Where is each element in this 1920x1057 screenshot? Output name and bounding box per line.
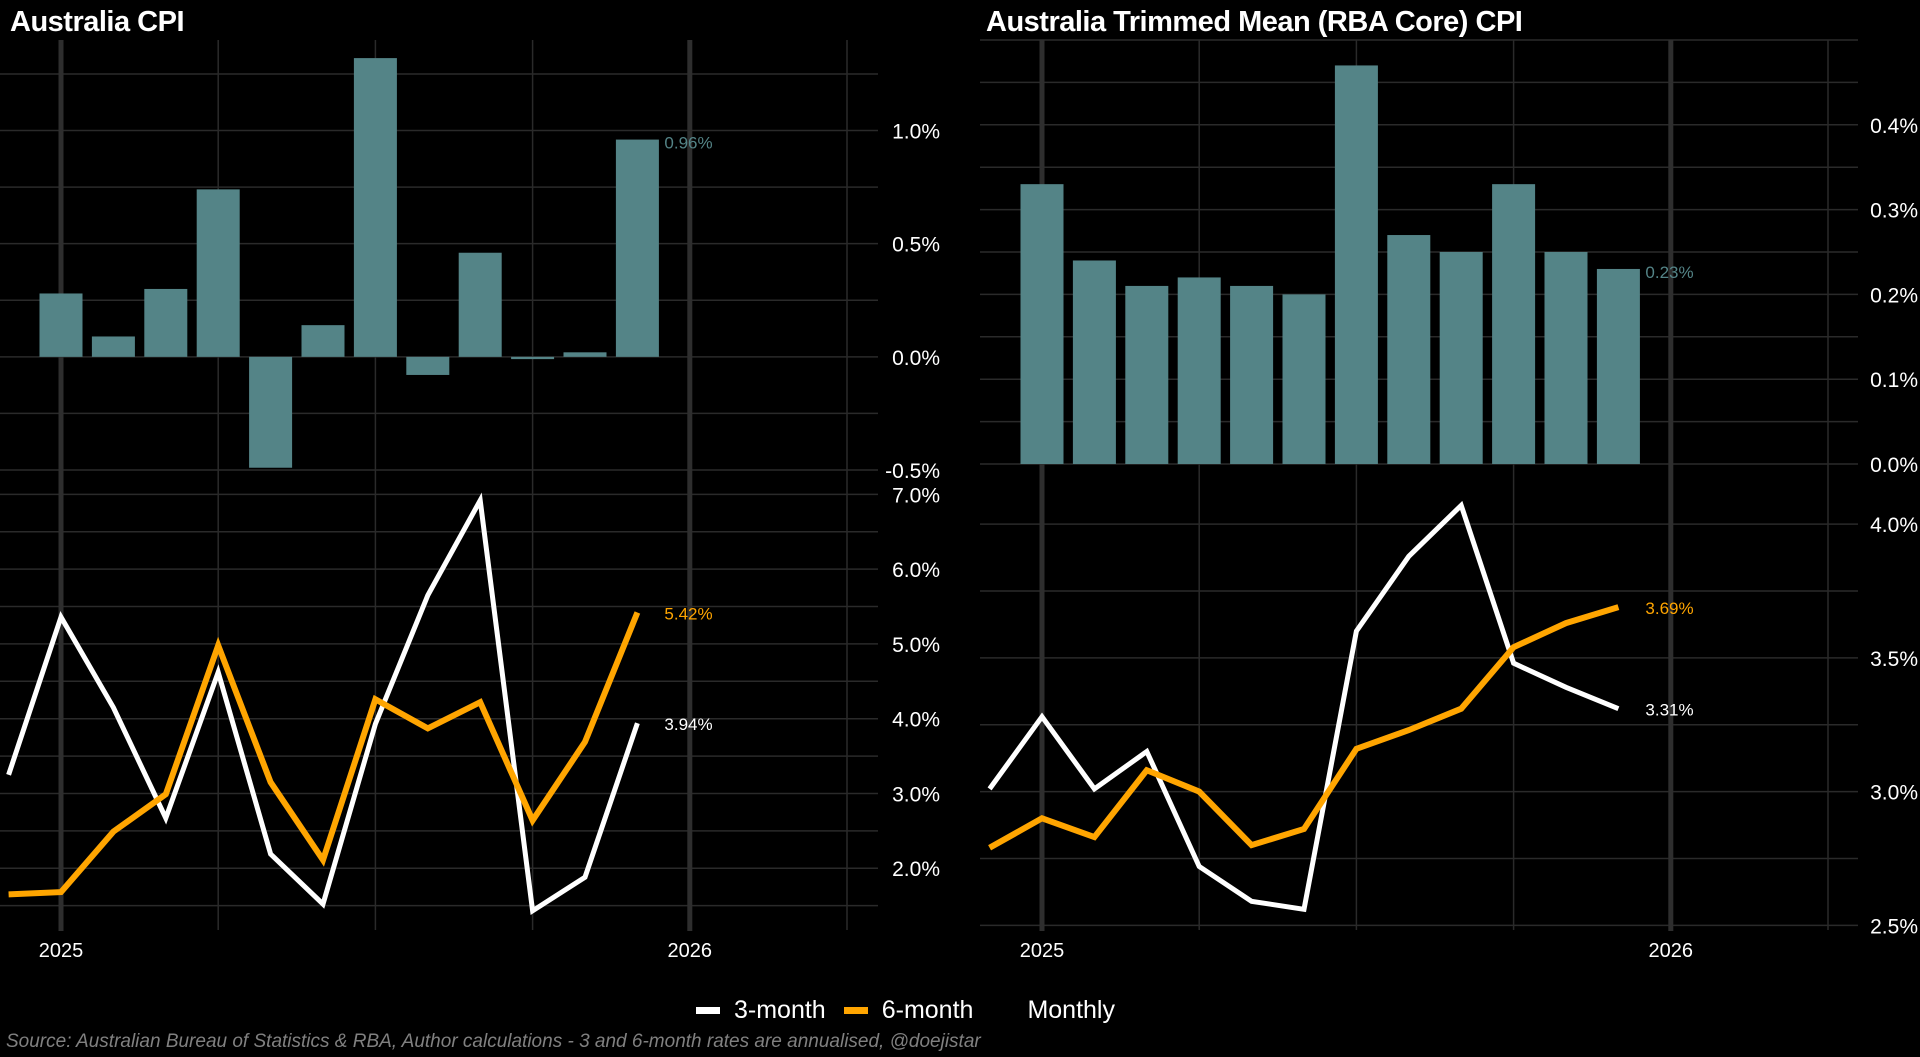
bar-y-tick-label: 0.3% (1870, 200, 1918, 223)
six-month-end-label: 3.69% (1645, 599, 1693, 618)
core-chart-title: Australia Trimmed Mean (RBA Core) CPI (986, 6, 1523, 38)
monthly-bar (1020, 184, 1064, 464)
monthly-bar (144, 288, 188, 357)
monthly-bar (615, 139, 659, 357)
monthly-bar (196, 189, 240, 357)
monthly-bar (458, 252, 502, 357)
monthly-bar (1544, 252, 1588, 464)
monthly-bar (39, 293, 83, 357)
line-y-tick-label: 5.0% (892, 634, 940, 657)
line-y-tick-label: 2.0% (892, 858, 940, 881)
cpi-chart-title: Australia CPI (10, 6, 185, 38)
legend-label-6-month: 6-month (881, 996, 974, 1024)
legend-label-3-month: 3-month (734, 996, 826, 1024)
legend-swatch-6-month (843, 1007, 868, 1014)
monthly-bar (1492, 184, 1536, 464)
monthly-bar (1177, 277, 1221, 464)
line-y-tick-label: 3.0% (892, 783, 940, 806)
x-tick-label: 2026 (1649, 940, 1694, 962)
monthly-bar (301, 325, 345, 357)
monthly-bar (1387, 235, 1431, 464)
bar-y-tick-label: 0.0% (1870, 454, 1918, 477)
bar-y-tick-label: -0.5% (885, 460, 940, 483)
x-tick-label: 2025 (1020, 940, 1065, 962)
three-month-end-label: 3.94% (664, 715, 712, 734)
line-y-tick-label: 2.5% (1870, 915, 1918, 938)
monthly-bar (511, 356, 555, 360)
x-tick-label: 2026 (668, 940, 713, 962)
monthly-bar (1439, 252, 1483, 464)
legend-swatch-3-month (696, 1007, 720, 1014)
three-month-line (6, 492, 640, 916)
monthly-bar (1596, 268, 1640, 464)
bar-y-tick-label: 1.0% (892, 121, 940, 144)
bar-y-tick-label: 0.2% (1870, 284, 1918, 307)
bar-y-tick-label: 0.1% (1870, 369, 1918, 392)
monthly-bar (563, 352, 607, 357)
six-month-end-label: 5.42% (664, 605, 712, 624)
bar-y-tick-label: 0.0% (892, 347, 940, 370)
three-month-line (987, 500, 1620, 913)
monthly-bar (91, 336, 135, 357)
line-y-tick-label: 7.0% (892, 484, 940, 507)
legend: 3-month 6-month Monthly (696, 996, 1133, 1025)
legend-label-monthly: Monthly (1027, 996, 1115, 1024)
monthly-bar (1230, 285, 1274, 464)
bar-y-tick-label: 0.4% (1870, 115, 1918, 138)
line-y-tick-label: 4.0% (1870, 514, 1918, 537)
three-month-end-label: 3.31% (1645, 701, 1693, 720)
monthly-bar (1334, 65, 1378, 464)
bar-y-tick-label: 0.5% (892, 234, 940, 257)
legend-item-3-month: 3-month (696, 996, 826, 1025)
six-month-line (8, 611, 641, 898)
line-y-tick-label: 3.0% (1870, 782, 1918, 805)
source-note: Source: Australian Bureau of Statistics … (6, 1031, 981, 1052)
line-y-tick-label: 3.5% (1870, 648, 1918, 671)
monthly-bar (406, 356, 450, 375)
monthly-bar (1282, 294, 1326, 464)
line-y-tick-label: 4.0% (892, 709, 940, 732)
monthly-bar (353, 58, 397, 357)
x-tick-label: 2025 (39, 940, 84, 962)
monthly-end-label: 0.96% (664, 134, 712, 153)
six-month-line (988, 604, 1620, 851)
monthly-bar (249, 356, 293, 468)
line-y-tick-label: 6.0% (892, 559, 940, 582)
legend-item-6-month: 6-month (843, 996, 974, 1025)
monthly-bar (1125, 285, 1169, 464)
monthly-bar (1072, 260, 1116, 464)
monthly-end-label: 0.23% (1645, 263, 1693, 282)
legend-item-monthly: Monthly (1027, 996, 1115, 1025)
